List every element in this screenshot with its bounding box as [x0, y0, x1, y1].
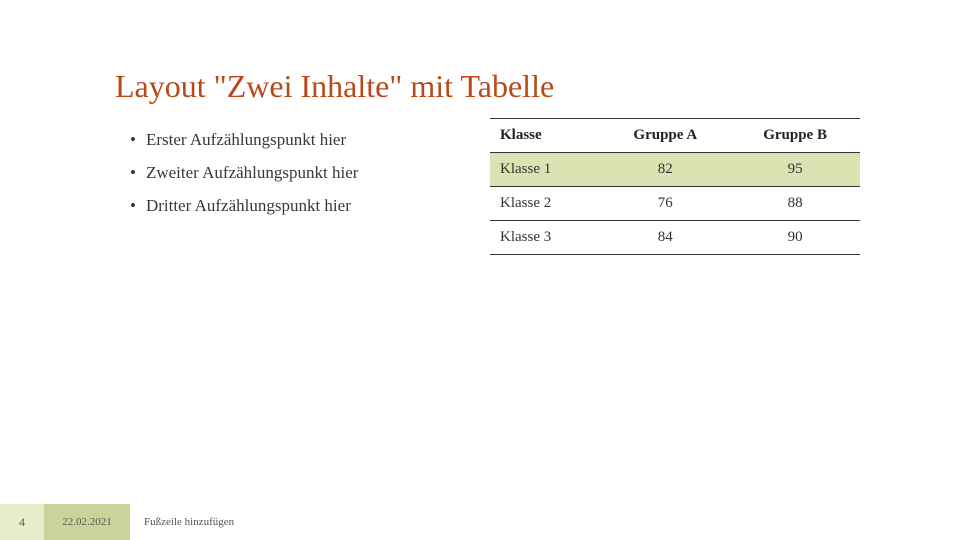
bullet-text: Zweiter Aufzählungspunkt hier: [146, 159, 358, 186]
slide: Layout "Zwei Inhalte" mit Tabelle • Erst…: [0, 0, 960, 540]
bullet-icon: •: [130, 159, 136, 186]
table-cell: 76: [600, 187, 730, 221]
data-table-container: Klasse Gruppe A Gruppe B Klasse 1 82 95 …: [490, 118, 860, 255]
page-number: 4: [0, 504, 44, 540]
table-cell: 88: [730, 187, 860, 221]
table-cell: 82: [600, 153, 730, 187]
list-item: • Dritter Aufzählungspunkt hier: [130, 192, 470, 219]
table-cell: Klasse 2: [490, 187, 600, 221]
footer-text: Fußzeile hinzufügen: [130, 516, 234, 528]
table-row: Klasse 1 82 95: [490, 153, 860, 187]
list-item: • Zweiter Aufzählungspunkt hier: [130, 159, 470, 186]
table-header-cell: Klasse: [490, 119, 600, 153]
bullet-text: Erster Aufzählungspunkt hier: [146, 126, 346, 153]
bullet-icon: •: [130, 126, 136, 153]
table-cell: Klasse 3: [490, 221, 600, 255]
table-header-cell: Gruppe B: [730, 119, 860, 153]
table-header-row: Klasse Gruppe A Gruppe B: [490, 119, 860, 153]
slide-footer: 4 22.02.2021 Fußzeile hinzufügen: [0, 504, 960, 540]
table-cell: 95: [730, 153, 860, 187]
bullet-text: Dritter Aufzählungspunkt hier: [146, 192, 351, 219]
bullet-list: • Erster Aufzählungspunkt hier • Zweiter…: [130, 126, 470, 226]
table-row: Klasse 3 84 90: [490, 221, 860, 255]
data-table: Klasse Gruppe A Gruppe B Klasse 1 82 95 …: [490, 118, 860, 255]
table-cell: 90: [730, 221, 860, 255]
table-row: Klasse 2 76 88: [490, 187, 860, 221]
list-item: • Erster Aufzählungspunkt hier: [130, 126, 470, 153]
table-cell: 84: [600, 221, 730, 255]
bullet-icon: •: [130, 192, 136, 219]
table-cell: Klasse 1: [490, 153, 600, 187]
footer-date: 22.02.2021: [44, 504, 130, 540]
slide-title: Layout "Zwei Inhalte" mit Tabelle: [115, 68, 554, 105]
table-header-cell: Gruppe A: [600, 119, 730, 153]
